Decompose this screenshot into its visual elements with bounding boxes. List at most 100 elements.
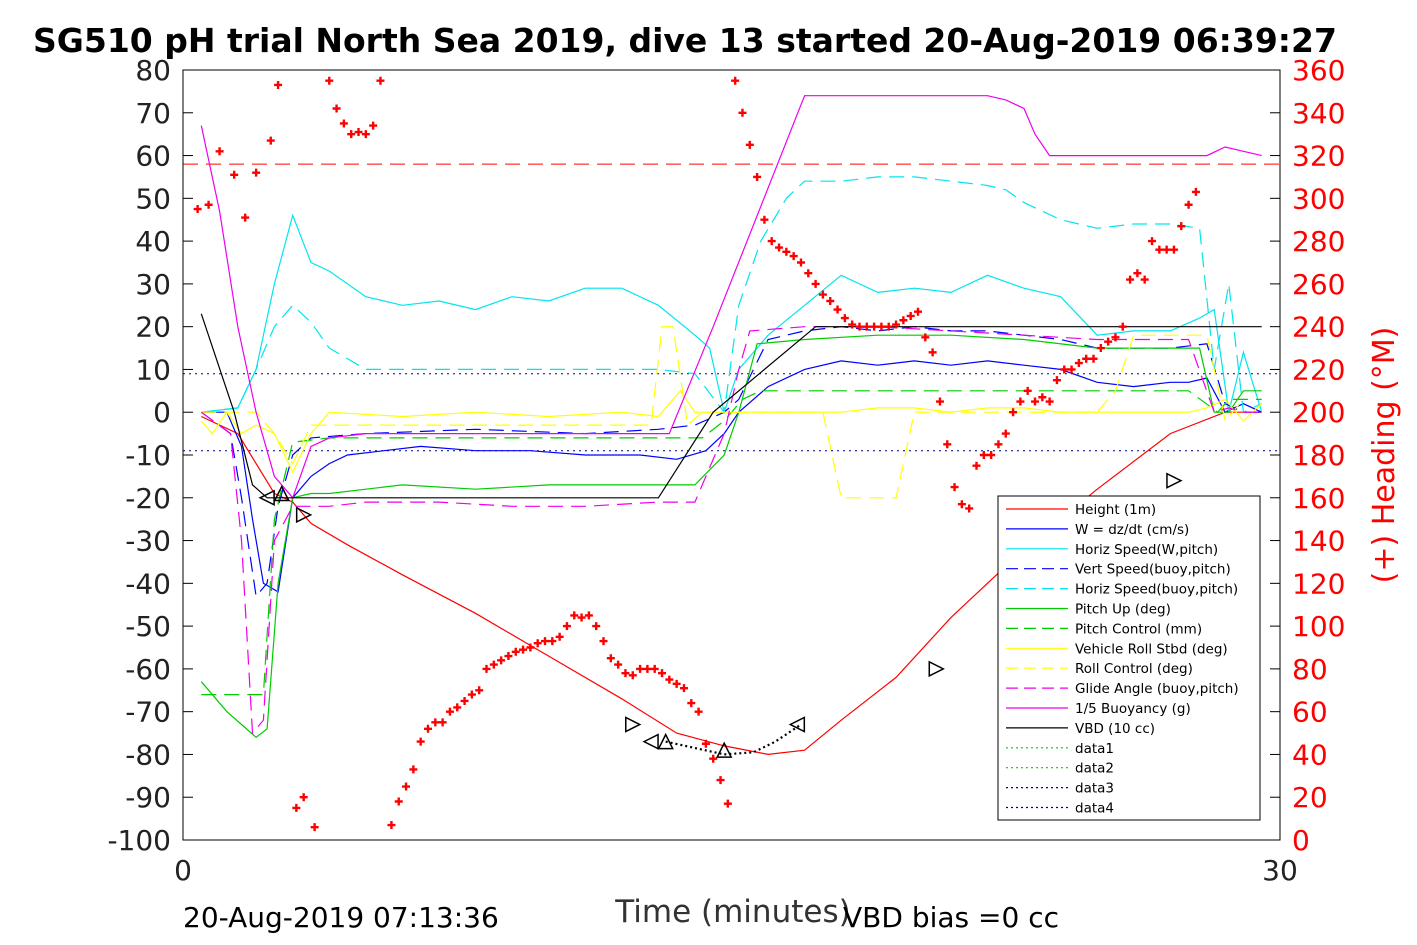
right-tick-label: 60 <box>1292 696 1328 729</box>
heading-point <box>332 104 341 113</box>
x-tick-label: 0 <box>174 854 192 887</box>
heading-point <box>1009 408 1018 417</box>
heading-point <box>614 660 623 669</box>
plot-area <box>183 76 1280 832</box>
series-line-8 <box>201 326 1244 499</box>
heading-point <box>994 440 1003 449</box>
footer-timestamp: 20-Aug-2019 07:13:36 <box>183 901 499 934</box>
triangle-marker-3 <box>625 716 642 733</box>
heading-point <box>394 797 403 806</box>
heading-point <box>658 669 667 678</box>
legend-label: Vehicle Roll Stbd (deg) <box>1075 641 1228 657</box>
left-tick-label: 20 <box>135 311 171 344</box>
heading-point <box>533 639 542 648</box>
right-tick-label: 0 <box>1292 824 1310 857</box>
heading-point <box>1031 397 1039 406</box>
heading-point <box>266 136 275 145</box>
right-tick-label: 320 <box>1292 140 1345 173</box>
heading-point <box>972 461 981 470</box>
heading-point <box>965 504 974 513</box>
heading-point <box>833 305 842 314</box>
heading-point <box>906 311 915 320</box>
heading-point <box>423 724 432 733</box>
triangle-marker-0 <box>273 484 290 502</box>
left-tick-label: -30 <box>125 525 171 558</box>
heading-point <box>723 799 732 808</box>
heading-point <box>709 754 718 763</box>
heading-point <box>760 215 769 224</box>
heading-point <box>460 696 469 705</box>
x-tick-label: 30 <box>1262 854 1298 887</box>
heading-point <box>606 654 615 663</box>
heading-point <box>416 737 425 746</box>
x-axis-label: Time (minutes) <box>614 894 850 930</box>
left-tick-label: 60 <box>135 140 171 173</box>
heading-point <box>592 622 601 631</box>
heading-point <box>1155 245 1164 254</box>
heading-point <box>489 660 498 669</box>
left-tick-label: -50 <box>125 610 171 643</box>
heading-point <box>555 632 564 641</box>
triangle-marker-5 <box>657 732 674 750</box>
heading-point <box>299 793 308 802</box>
legend: Height (1m) W = dz/dt (cm/s) Horiz Speed(W… <box>997 495 1261 821</box>
heading-point <box>562 622 571 631</box>
heading-point <box>1089 354 1098 363</box>
heading-point <box>979 451 988 459</box>
heading-point <box>1060 365 1069 374</box>
left-tick-label: 10 <box>135 353 171 386</box>
heading-point <box>475 686 484 695</box>
series-line-4 <box>201 176 1262 414</box>
series-line-6 <box>201 390 1262 696</box>
heading-point <box>643 664 652 673</box>
heading-point <box>438 718 447 727</box>
heading-point <box>431 718 440 727</box>
heading-point <box>204 200 213 209</box>
series-line-11 <box>200 313 1262 499</box>
heading-point <box>584 611 593 620</box>
heading-point <box>215 147 224 156</box>
legend-label: Vert Speed(buoy,pitch) <box>1075 562 1231 578</box>
legend-label: Height (1m) <box>1075 502 1156 518</box>
heading-point <box>541 637 550 646</box>
legend-label: Glide Angle (buoy,pitch) <box>1075 681 1239 697</box>
heading-point <box>921 333 930 342</box>
series-line-7 <box>200 389 1263 474</box>
legend-label: 1/5 Buoyancy (g) <box>1075 701 1191 717</box>
x-axis: 0 30 <box>174 830 1298 887</box>
heading-point <box>1096 344 1105 353</box>
right-tick-label: 360 <box>1292 54 1345 87</box>
heading-point <box>230 170 239 179</box>
heading-point <box>1169 245 1178 254</box>
right-y-axis-label: (+) Heading (°M) <box>1367 327 1402 584</box>
heading-point <box>848 320 857 329</box>
heading-point <box>840 314 849 323</box>
chart-title: SG510 pH trial North Sea 2019, dive 13 s… <box>33 21 1337 60</box>
heading-point <box>1111 333 1120 342</box>
left-tick-label: -80 <box>125 738 171 771</box>
heading-point <box>1082 354 1091 363</box>
heading-point <box>1052 376 1061 385</box>
heading-point <box>548 637 557 646</box>
left-y-axis: 80 70 60 50 40 30 20 10 0 -10 -20 -30 -40 -50 -60 -70 -8… <box>107 54 193 857</box>
left-tick-label: 0 <box>153 396 171 429</box>
heading-point <box>347 130 356 139</box>
heading-point <box>862 322 871 331</box>
legend-label: data4 <box>1075 801 1114 817</box>
heading-point <box>292 803 301 812</box>
heading-point <box>745 140 754 149</box>
right-tick-label: 120 <box>1292 567 1345 600</box>
legend-label: Horiz Speed(buoy,pitch) <box>1075 582 1238 598</box>
legend-label: data1 <box>1075 741 1114 757</box>
heading-point <box>943 440 952 449</box>
heading-point <box>1191 187 1200 196</box>
right-tick-label: 240 <box>1292 311 1345 344</box>
heading-point <box>899 316 908 325</box>
heading-point <box>325 76 334 85</box>
heading-point <box>694 707 703 716</box>
heading-point <box>310 823 319 832</box>
heading-point <box>672 679 681 688</box>
left-tick-label: -90 <box>125 781 171 814</box>
heading-point <box>892 320 901 329</box>
